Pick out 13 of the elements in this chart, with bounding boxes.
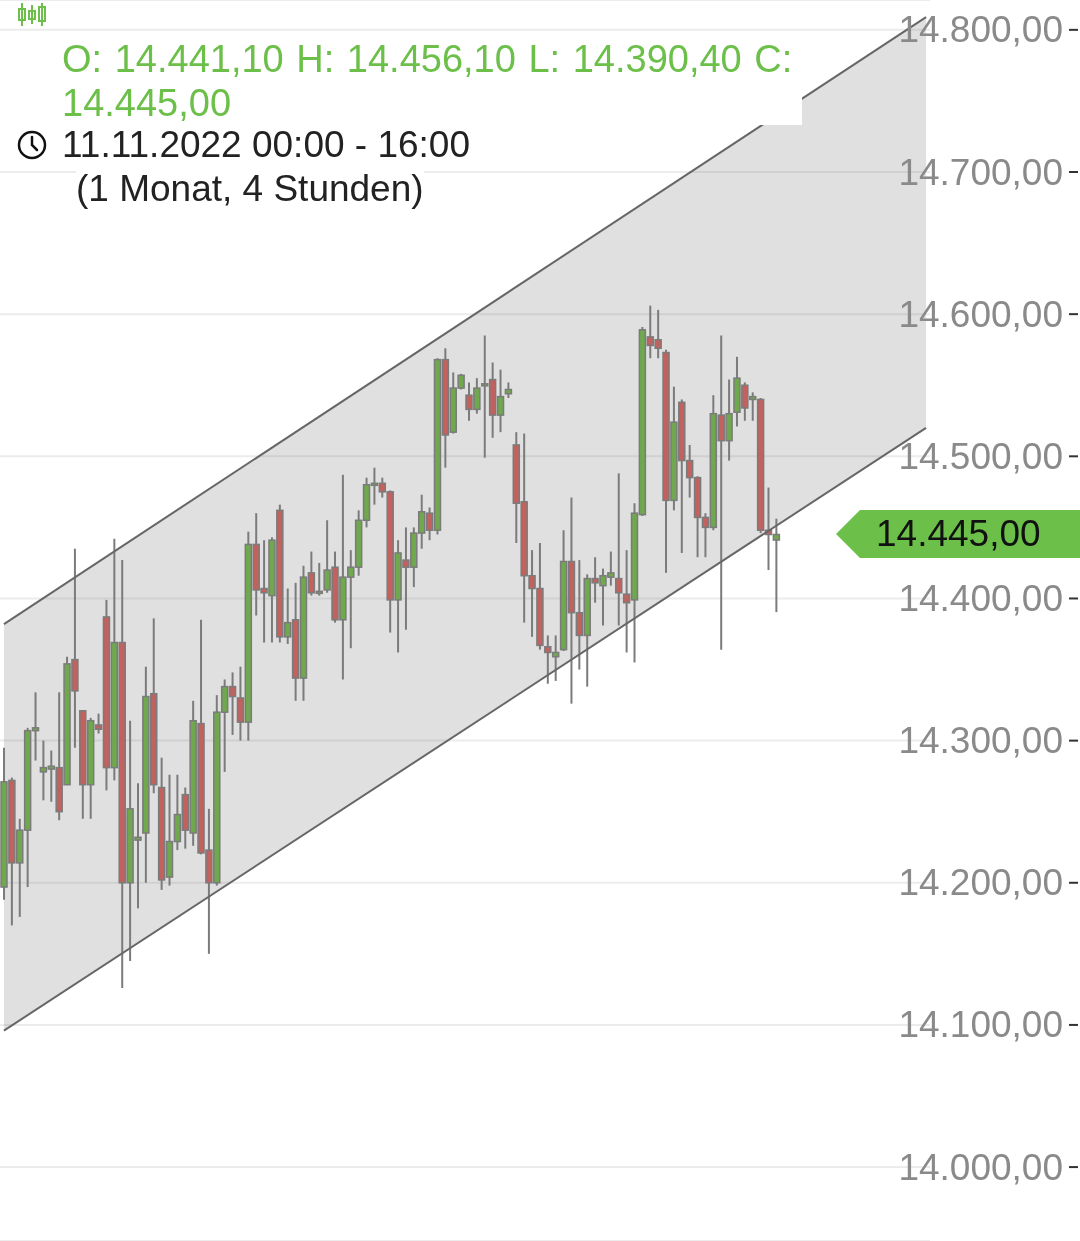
y-tick-label: 14.700,00: [898, 151, 1063, 193]
y-tick-label: 14.300,00: [898, 720, 1063, 762]
y-tick-label: 14.500,00: [898, 435, 1063, 477]
y-tick-label: 14.800,00: [898, 9, 1063, 51]
text: O: 14.441,10 H: 14.456,10 L: 14.390,40 C: 14.445,00: [62, 37, 802, 125]
y-tick-label: 14.200,00: [898, 862, 1063, 904]
y-tick-label: 14.100,00: [898, 1004, 1063, 1046]
text: 11.11.2022 00:00 - 16:00: [62, 124, 471, 166]
y-tick-label: 14.400,00: [898, 577, 1063, 619]
y-tick-label: 14.600,00: [898, 293, 1063, 335]
annotation: (1 Monat, 4 Stunden): [76, 168, 424, 210]
annotation: 14.445,00: [876, 513, 1041, 556]
y-tick-label: 14.000,00: [898, 1146, 1063, 1188]
